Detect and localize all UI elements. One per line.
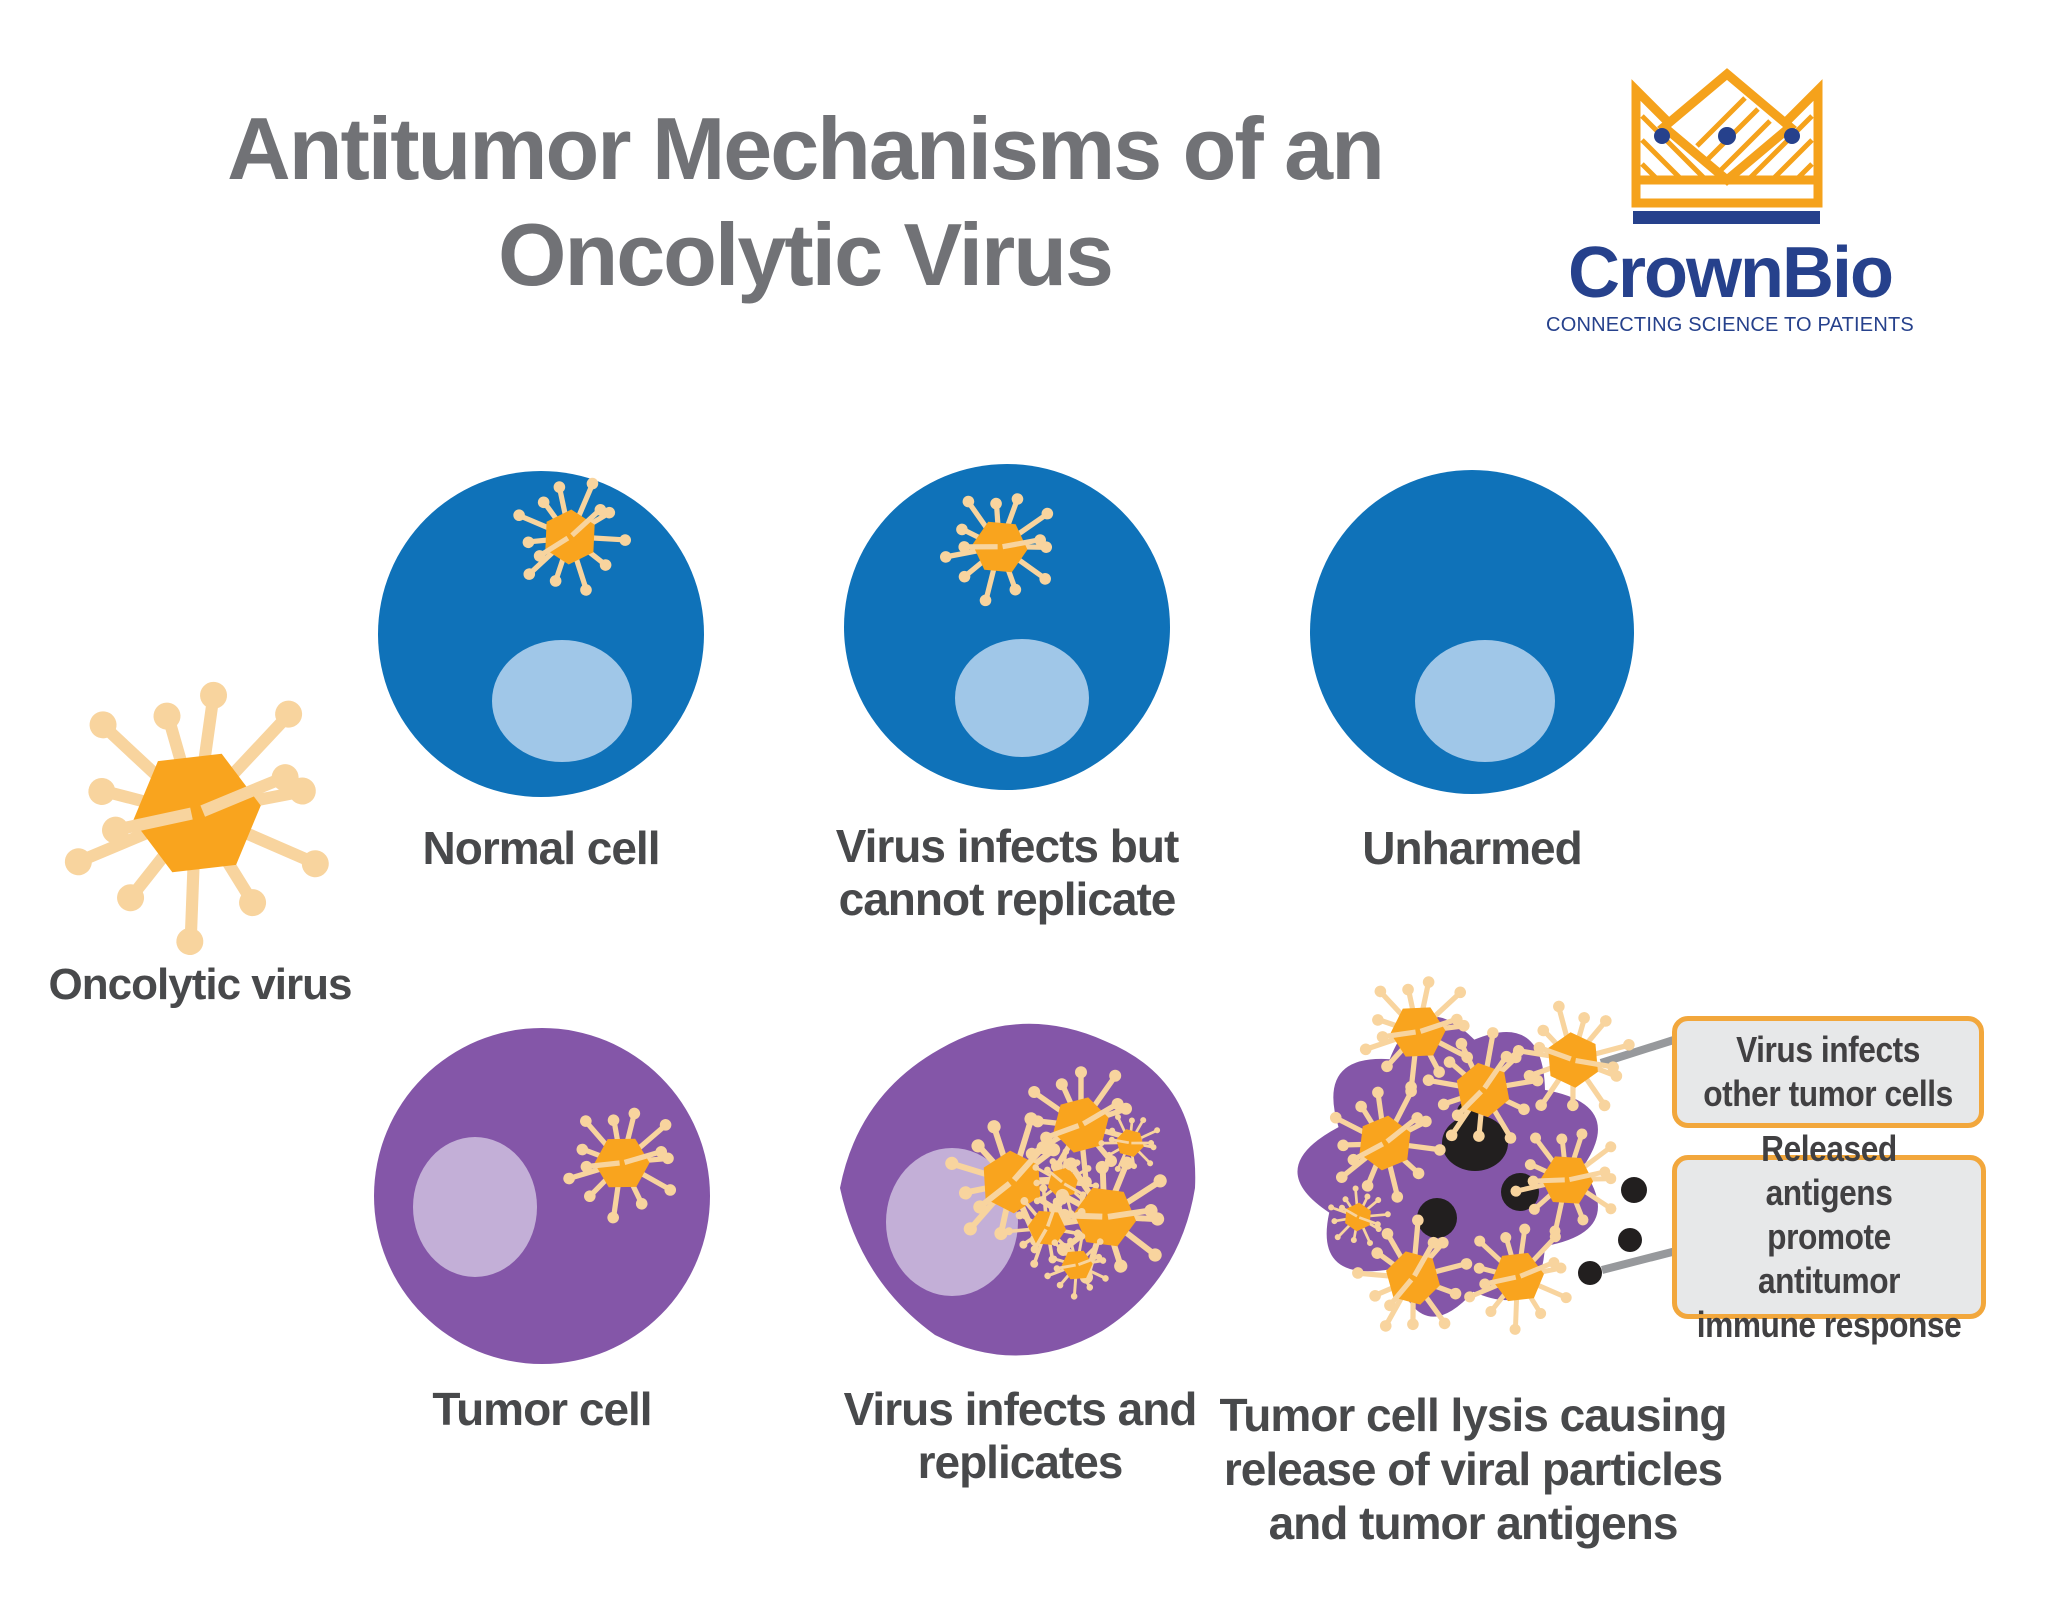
unharmed-cell-graphic	[1310, 470, 1634, 794]
antigen-dot	[1417, 1198, 1457, 1238]
cell-body	[374, 1028, 710, 1364]
cell-nucleus	[492, 640, 632, 762]
virus-infects-replicates-label: Virus infects and replicates	[843, 1383, 1198, 1488]
released-antigen-dot	[1618, 1228, 1642, 1252]
callout-text: Virus infects other tumor cells	[1703, 1029, 1953, 1114]
crownbio-wordmark: CrownBio	[1568, 233, 1894, 313]
cell-body	[844, 464, 1170, 790]
page-title-line2: Oncolytic Virus	[498, 205, 1114, 304]
replicating-tumor-cell-graphic	[840, 1023, 1196, 1356]
released-antigen-dot	[1621, 1177, 1647, 1203]
callout-released-antigens: Released antigens promote antitumor immu…	[1672, 1128, 1986, 1345]
tumor-cell-lysis-label: Tumor cell lysis causing release of vira…	[1219, 1389, 1728, 1549]
tumor-cell-lysis-graphic	[1297, 965, 1654, 1357]
released-antigen-dot	[1578, 1261, 1602, 1285]
crownbio-tagline: CONNECTING SCIENCE TO PATIENTS	[1546, 314, 1914, 336]
callout-virus-infects-others: Virus infects other tumor cells	[1672, 1016, 1984, 1128]
oncolytic-virus-icon	[54, 665, 351, 973]
tumor-cell-label: Tumor cell	[432, 1383, 652, 1435]
cell-nucleus	[413, 1137, 537, 1277]
normal-cell-label: Normal cell	[422, 822, 661, 874]
normal-cell-graphic	[378, 469, 704, 797]
crownbio-crown-logo	[1631, 68, 1823, 224]
callout-text: Released antigens promote antitumor immu…	[1696, 1128, 1962, 1345]
callout-connectors	[1599, 1034, 1682, 1274]
cell-nucleus	[1415, 640, 1555, 762]
page-title-line1: Antitumor Mechanisms of an	[227, 99, 1385, 198]
oncolytic-virus-label: Oncolytic virus	[48, 960, 353, 1009]
cell-nucleus	[955, 639, 1089, 757]
virus-infects-no-replicate-label: Virus infects but cannot replicate	[835, 820, 1180, 925]
connector-line	[1599, 1034, 1682, 1067]
crown-blue-bar	[1633, 211, 1820, 224]
infected-normal-cell-graphic	[844, 464, 1170, 790]
antigen-dot	[1442, 1115, 1508, 1171]
page-title: Antitumor Mechanisms of an Oncolytic Vir…	[140, 96, 1470, 308]
connector-line	[1601, 1246, 1681, 1274]
tumor-cell-graphic	[374, 1028, 710, 1364]
unharmed-label: Unharmed	[1362, 822, 1582, 874]
